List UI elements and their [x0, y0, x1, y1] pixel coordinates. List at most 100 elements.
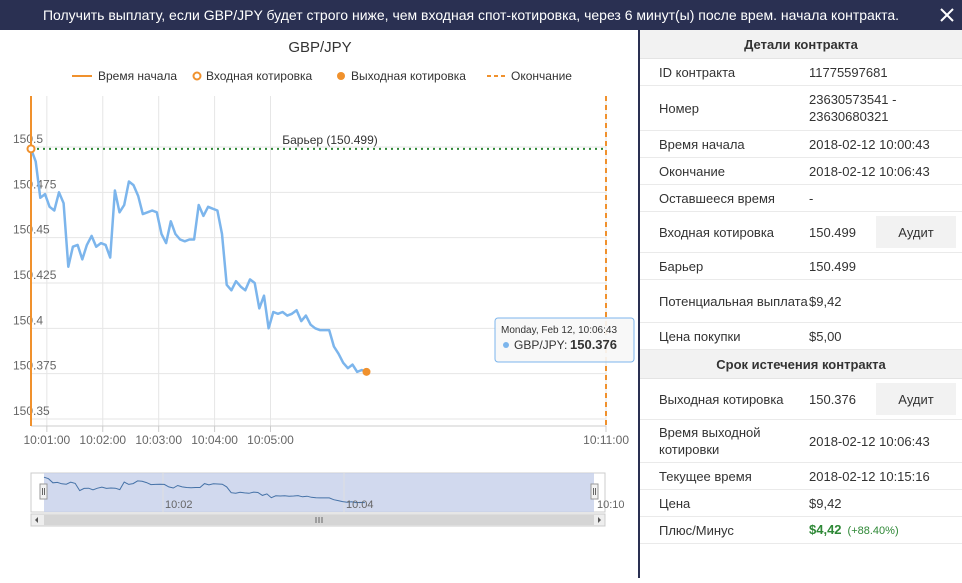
row-value: 2018-02-12 10:06:43: [809, 163, 930, 179]
profit-percent: (+88.40%): [847, 524, 899, 537]
tooltip-series-dot: [503, 342, 509, 348]
row-label: Номер: [659, 100, 700, 116]
row-exit-spot: Выходная котировка 150.376 Аудит: [640, 379, 962, 420]
legend-entry-spot[interactable]: Входная котировка: [192, 69, 313, 83]
y-tick-label: 150.4: [13, 313, 43, 327]
x-tick-label: 10:03:00: [135, 433, 182, 447]
x-tick-label: 10:11:00: [583, 433, 629, 447]
y-axis: 150.35150.375150.4150.425150.45150.47515…: [13, 132, 57, 418]
navigator-label: 10:04: [346, 499, 374, 511]
legend-label: Выходная котировка: [351, 69, 466, 83]
row-start-time: Время начала 2018-02-12 10:00:43: [640, 131, 962, 158]
navigator-label: 10:10: [597, 499, 625, 511]
row-entry-spot: Входная котировка 150.499 Аудит: [640, 212, 962, 253]
row-purchase-price: Цена покупки $5,00: [640, 323, 962, 350]
x-tick-label: 10:02:00: [79, 433, 126, 447]
row-exit-spot-time: Время выходной котировки 2018-02-12 10:0…: [640, 420, 962, 463]
chart-tooltip: Monday, Feb 12, 10:06:43 GBP/JPY: 150.37…: [494, 317, 635, 363]
navigator-label: 10:02: [165, 499, 193, 511]
row-value: $9,42: [809, 495, 842, 511]
row-price: Цена $9,42: [640, 490, 962, 517]
row-label: Входная котировка: [659, 224, 775, 240]
navigator[interactable]: 10:02 10:04 10:10: [30, 472, 625, 513]
tooltip-series: GBP/JPY:: [514, 338, 567, 352]
navigator-left-handle[interactable]: [39, 483, 48, 500]
dot-marker-icon: [337, 72, 345, 80]
navigator-scrollbar[interactable]: [30, 513, 606, 527]
row-label: Время начала: [659, 136, 745, 152]
row-value: $5,00: [809, 328, 842, 344]
contract-header: Получить выплату, если GBP/JPY будет стр…: [0, 0, 962, 30]
row-value: $9,42: [809, 293, 842, 309]
row-value: 23630573541 - 23630680321: [809, 92, 897, 124]
row-contract-id: ID контракта 11775597681: [640, 59, 962, 86]
row-value: 2018-02-12 10:15:16: [809, 468, 930, 484]
ring-marker-icon: [192, 71, 202, 81]
legend-exit-spot[interactable]: Выходная котировка: [337, 69, 466, 83]
row-value: -: [809, 190, 814, 206]
tooltip-date: Monday, Feb 12, 10:06:43: [501, 325, 617, 336]
panel-divider: [638, 30, 640, 578]
row-value: 150.499: [809, 224, 856, 240]
row-end-time: Окончание 2018-02-12 10:06:43: [640, 158, 962, 185]
row-current-time: Текущее время 2018-02-12 10:15:16: [640, 463, 962, 490]
exit-audit-button[interactable]: Аудит: [876, 383, 956, 415]
chart-title: GBP/JPY: [288, 39, 351, 56]
row-reference: Номер 23630573541 - 23630680321: [640, 86, 962, 131]
close-button[interactable]: [932, 0, 962, 30]
row-label: Окончание: [659, 163, 726, 179]
entry-audit-button[interactable]: Аудит: [876, 216, 956, 248]
row-value: 150.499: [809, 258, 856, 274]
scroll-right-icon[interactable]: [598, 517, 601, 523]
navigator-right-handle[interactable]: [590, 483, 599, 500]
row-label: Потенциальная выплата: [659, 293, 808, 309]
tooltip-box: [494, 317, 635, 363]
row-label: Время выходной котировки: [659, 425, 761, 457]
row-label: Цена покупки: [659, 328, 741, 344]
y-tick-label: 150.475: [13, 177, 57, 191]
legend-label: Окончание: [511, 69, 572, 83]
details-section-title: Детали контракта: [640, 30, 962, 59]
barrier-label: Барьер (150.499): [282, 133, 378, 147]
row-value: $4,42 (+88.40%): [809, 521, 962, 540]
row-label: Выходная котировка: [659, 391, 784, 407]
row-value: 11775597681: [809, 64, 888, 80]
x-tick-label: 10:01:00: [23, 433, 70, 447]
grip-icon: [315, 517, 323, 523]
chart-area: GBP/JPY Время начала Входная котировка В…: [0, 30, 638, 578]
legend-label: Время начала: [98, 69, 177, 83]
price-chart[interactable]: GBP/JPY Время начала Входная котировка В…: [0, 30, 638, 578]
row-remaining-time: Оставшееся время -: [640, 185, 962, 212]
row-label: Текущее время: [659, 468, 752, 484]
exit-spot-marker: [362, 367, 371, 376]
chart-legend: Время начала Входная котировка Выходная …: [72, 69, 572, 83]
close-icon: [940, 8, 954, 22]
row-potential-payout: Потенциальная выплата $9,42: [640, 280, 962, 323]
y-tick-label: 150.425: [13, 268, 57, 282]
legend-label: Входная котировка: [206, 69, 313, 83]
row-value: 2018-02-12 10:06:43: [809, 433, 930, 449]
x-axis: 10:01:00 10:02:00 10:03:00 10:04:00 10:05:00…: [23, 425, 629, 447]
legend-start-time[interactable]: Время начала: [72, 69, 177, 83]
y-tick-label: 150.375: [13, 359, 57, 373]
tooltip-value: 150.376: [570, 337, 617, 352]
row-barrier: Барьер 150.499: [640, 253, 962, 280]
row-label: Барьер: [659, 258, 704, 274]
row-value: 2018-02-12 10:00:43: [809, 136, 930, 152]
expiry-section-title: Срок истечения контракта: [640, 350, 962, 379]
legend-end-time[interactable]: Окончание: [487, 69, 572, 83]
x-tick-label: 10:04:00: [191, 433, 238, 447]
scroll-left-icon[interactable]: [35, 517, 38, 523]
contract-description: Получить выплату, если GBP/JPY будет стр…: [42, 7, 900, 23]
price-series-line: [29, 148, 367, 374]
navigator-series-line: [43, 476, 365, 504]
row-label: Оставшееся время: [659, 190, 775, 206]
row-label: Цена: [659, 495, 691, 511]
x-tick-label: 10:05:00: [247, 433, 294, 447]
row-label: Плюс/Минус: [659, 522, 734, 538]
row-profit-loss: Плюс/Минус $4,42 (+88.40%): [640, 517, 962, 544]
y-tick-label: 150.5: [13, 132, 43, 146]
profit-value: $4,42: [809, 521, 842, 537]
row-value: 150.376: [809, 391, 856, 407]
contract-details-panel: Детали контракта ID контракта 1177559768…: [640, 30, 962, 578]
